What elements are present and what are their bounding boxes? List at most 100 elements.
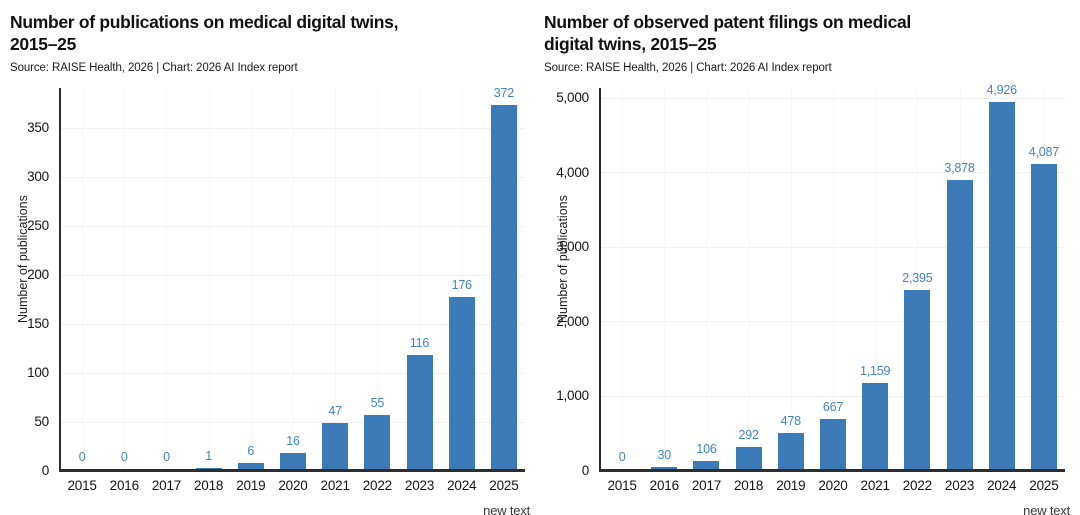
bar-value-label: 478 <box>780 414 801 429</box>
x-tick-label: 2021 <box>860 478 890 493</box>
x-tick-label: 2025 <box>1029 478 1059 493</box>
gridline-vertical <box>208 88 210 471</box>
y-tick-label: 5,000 <box>556 90 589 106</box>
x-tick-label: 2018 <box>194 478 224 493</box>
bar-value-label: 667 <box>822 400 844 415</box>
y-tick-label: 350 <box>27 120 49 136</box>
y-tick-label: 100 <box>27 365 49 381</box>
bar <box>237 463 264 469</box>
gridline-vertical <box>706 88 708 471</box>
bar <box>448 296 475 469</box>
gridline-vertical <box>748 88 750 471</box>
bar-value-label: 106 <box>696 442 717 457</box>
y-tick-label: 3,000 <box>556 239 589 255</box>
bar-value-label: 292 <box>738 428 759 443</box>
clipped-footer-note: new text <box>1023 503 1070 515</box>
bar-value-label: 176 <box>451 277 472 292</box>
bar-value-label: 6 <box>247 444 255 459</box>
bar <box>651 466 678 469</box>
chart-panel-patents: Number of observed patent filings on med… <box>540 0 1080 515</box>
x-tick-label: 2018 <box>734 478 764 493</box>
x-tick-label: 2016 <box>109 478 139 493</box>
gridline-vertical <box>833 88 834 471</box>
y-tick-label: 0 <box>581 463 590 478</box>
x-tick-label: 2017 <box>151 478 182 493</box>
bar <box>946 179 973 469</box>
gridline-vertical <box>664 88 666 471</box>
bar <box>820 419 846 469</box>
bar-value-label: 116 <box>409 336 430 351</box>
bar-value-label: 3,878 <box>944 160 975 175</box>
gridline-vertical <box>419 88 421 471</box>
chart-panel-publications: Number of publications on medical digita… <box>10 12 530 515</box>
bar <box>693 461 720 469</box>
x-tick-label: 2016 <box>649 478 679 493</box>
gridline-vertical <box>622 88 624 471</box>
bar <box>735 447 762 469</box>
chart-title-line-1: Number of publications on medical digita… <box>10 12 399 32</box>
x-tick-label: 2024 <box>987 478 1017 493</box>
clipped-footer-note: new text <box>483 503 530 515</box>
bar-value-label: 4,087 <box>1028 145 1060 160</box>
bar <box>406 355 433 469</box>
y-tick-label: 4,000 <box>556 164 589 180</box>
x-tick-label: 2019 <box>236 478 266 493</box>
bar <box>280 453 306 469</box>
chart-title-line-2: 2015–25 <box>10 33 77 54</box>
x-tick-label: 2022 <box>902 478 932 493</box>
bar <box>195 468 222 469</box>
gridline-vertical <box>461 88 463 471</box>
bar <box>322 422 349 469</box>
bar <box>988 101 1015 469</box>
y-tick-label: 2,000 <box>556 313 589 329</box>
bar-value-label: 0 <box>618 450 626 464</box>
plot-area: 0 1,000 2,000 3,000 4,000 5,000 0 2015 30 2016 106… <box>556 83 1065 493</box>
x-tick-label: 2021 <box>320 478 350 493</box>
x-tick-label: 2024 <box>447 478 477 493</box>
x-tick-label: 2019 <box>776 478 806 493</box>
bar-value-label: 4,926 <box>986 82 1017 97</box>
x-tick-label: 2022 <box>362 478 392 493</box>
x-tick-label: 2015 <box>607 478 637 493</box>
x-tick-label: 2023 <box>404 478 435 493</box>
y-tick-label: 300 <box>27 169 49 185</box>
x-tick-label: 2015 <box>67 478 97 493</box>
x-axis-line <box>599 469 1065 472</box>
y-tick-label: 0 <box>41 463 50 478</box>
gridline-vertical <box>377 88 379 471</box>
bar-value-label: 0 <box>120 450 128 464</box>
chart-title: Number of observed patent filings on med… <box>544 12 911 55</box>
y-tick-label: 200 <box>27 267 49 283</box>
bar-value-label: 1 <box>205 449 212 464</box>
chart-title: Number of publications on medical digita… <box>10 12 398 55</box>
bar-value-label: 16 <box>286 434 300 449</box>
bar-value-label: 1,159 <box>860 363 891 378</box>
gridline-vertical <box>335 88 337 471</box>
y-axis-line <box>599 88 601 471</box>
gridline-vertical <box>124 88 126 471</box>
y-tick-label: 150 <box>27 316 49 332</box>
bar <box>904 290 931 469</box>
chart-title-line-1: Number of observed patent filings on med… <box>544 12 911 32</box>
y-tick-label: 1,000 <box>556 388 589 404</box>
gridline-vertical <box>790 88 792 471</box>
chart-title-line-2: digital twins, 2015–25 <box>544 33 717 54</box>
x-tick-label: 2023 <box>944 478 975 493</box>
y-tick-label: 50 <box>34 414 49 430</box>
bar-value-label: 372 <box>493 85 515 100</box>
x-tick-label: 2017 <box>691 478 722 493</box>
bar-value-label: 2,395 <box>902 271 933 286</box>
gridline-vertical <box>293 88 294 471</box>
x-tick-label: 2025 <box>489 478 519 493</box>
bar-value-label: 55 <box>370 396 385 411</box>
bar <box>777 433 804 469</box>
x-axis-line <box>59 469 525 472</box>
gridline-vertical <box>875 88 877 471</box>
bar <box>1030 164 1057 469</box>
plot-area: 0 50 100 150 200 250 300 350 0 2015 0 2016 0 2017 1 201… <box>27 86 525 493</box>
y-tick-label: 250 <box>27 218 49 234</box>
chart-source: Source: RAISE Health, 2026 | Chart: 2026… <box>10 62 298 74</box>
gridline-vertical <box>166 88 168 471</box>
gridline-vertical <box>917 88 919 471</box>
